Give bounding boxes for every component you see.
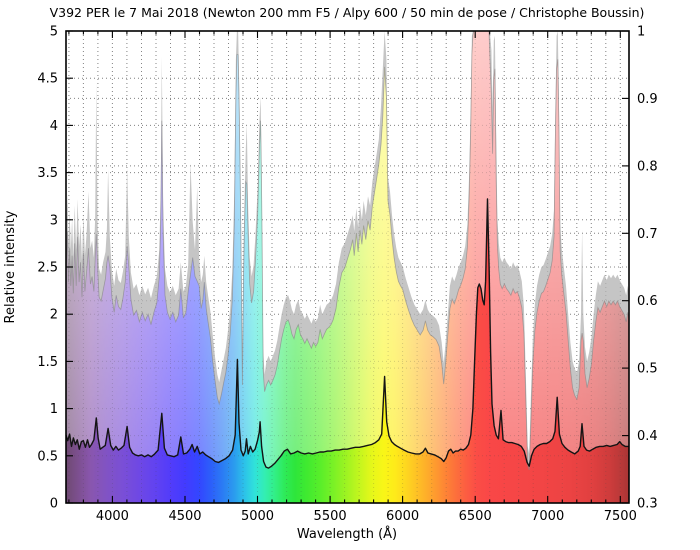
y-right-tick-label: 0.3 <box>637 497 658 512</box>
axis-tick-labels: 4000 4500 5000 5500 6000 6500 7000 7500 0 0.5 1 1.5… <box>37 25 657 525</box>
y-right-tick-label: 0.7 <box>637 227 658 242</box>
x-axis-label: Wavelength (Å) <box>297 526 397 542</box>
y-left-tick-label: 0 <box>50 497 58 512</box>
spectrum-areas <box>65 30 630 504</box>
y-left-tick-label: 0.5 <box>37 449 58 464</box>
chart-title: V392 PER le 7 Mai 2018 (Newton 200 mm F5… <box>50 5 645 20</box>
y-left-tick-label: 3 <box>50 213 58 228</box>
x-tick-label: 4500 <box>168 509 201 524</box>
y-right-tick-label: 0.4 <box>637 429 658 444</box>
y-left-tick-label: 4.5 <box>37 72 58 87</box>
y-right-tick-label: 1 <box>637 25 645 40</box>
y-right-tick-label: 0.5 <box>637 362 658 377</box>
axis-ticks <box>66 30 629 504</box>
y-left-tick-label: 4 <box>50 119 58 134</box>
y-left-tick-label: 1.5 <box>37 355 58 370</box>
x-tick-label: 4000 <box>96 509 129 524</box>
reference-line-layer <box>65 198 629 469</box>
y-left-tick-label: 3.5 <box>37 166 58 181</box>
x-tick-label: 6500 <box>459 509 492 524</box>
x-tick-label: 5500 <box>314 509 347 524</box>
y-left-tick-label: 2.5 <box>37 261 58 276</box>
rainbow-area-outline <box>65 30 630 504</box>
y-axis-label: Relative intensity <box>3 210 18 323</box>
y-left-tick-label: 1 <box>50 402 58 417</box>
y-left-tick-label: 2 <box>50 308 58 323</box>
y-left-tick-label: 5 <box>50 25 58 40</box>
x-tick-label: 7000 <box>531 509 564 524</box>
vivid-band-under-reference <box>66 199 629 503</box>
reference-black-line <box>65 198 629 469</box>
y-right-tick-label: 0.9 <box>637 92 658 107</box>
y-right-tick-label: 0.8 <box>637 159 658 174</box>
x-tick-label: 5000 <box>241 509 274 524</box>
x-tick-label: 6000 <box>386 509 419 524</box>
x-tick-label: 7500 <box>604 509 637 524</box>
y-right-tick-label: 0.6 <box>637 294 658 309</box>
